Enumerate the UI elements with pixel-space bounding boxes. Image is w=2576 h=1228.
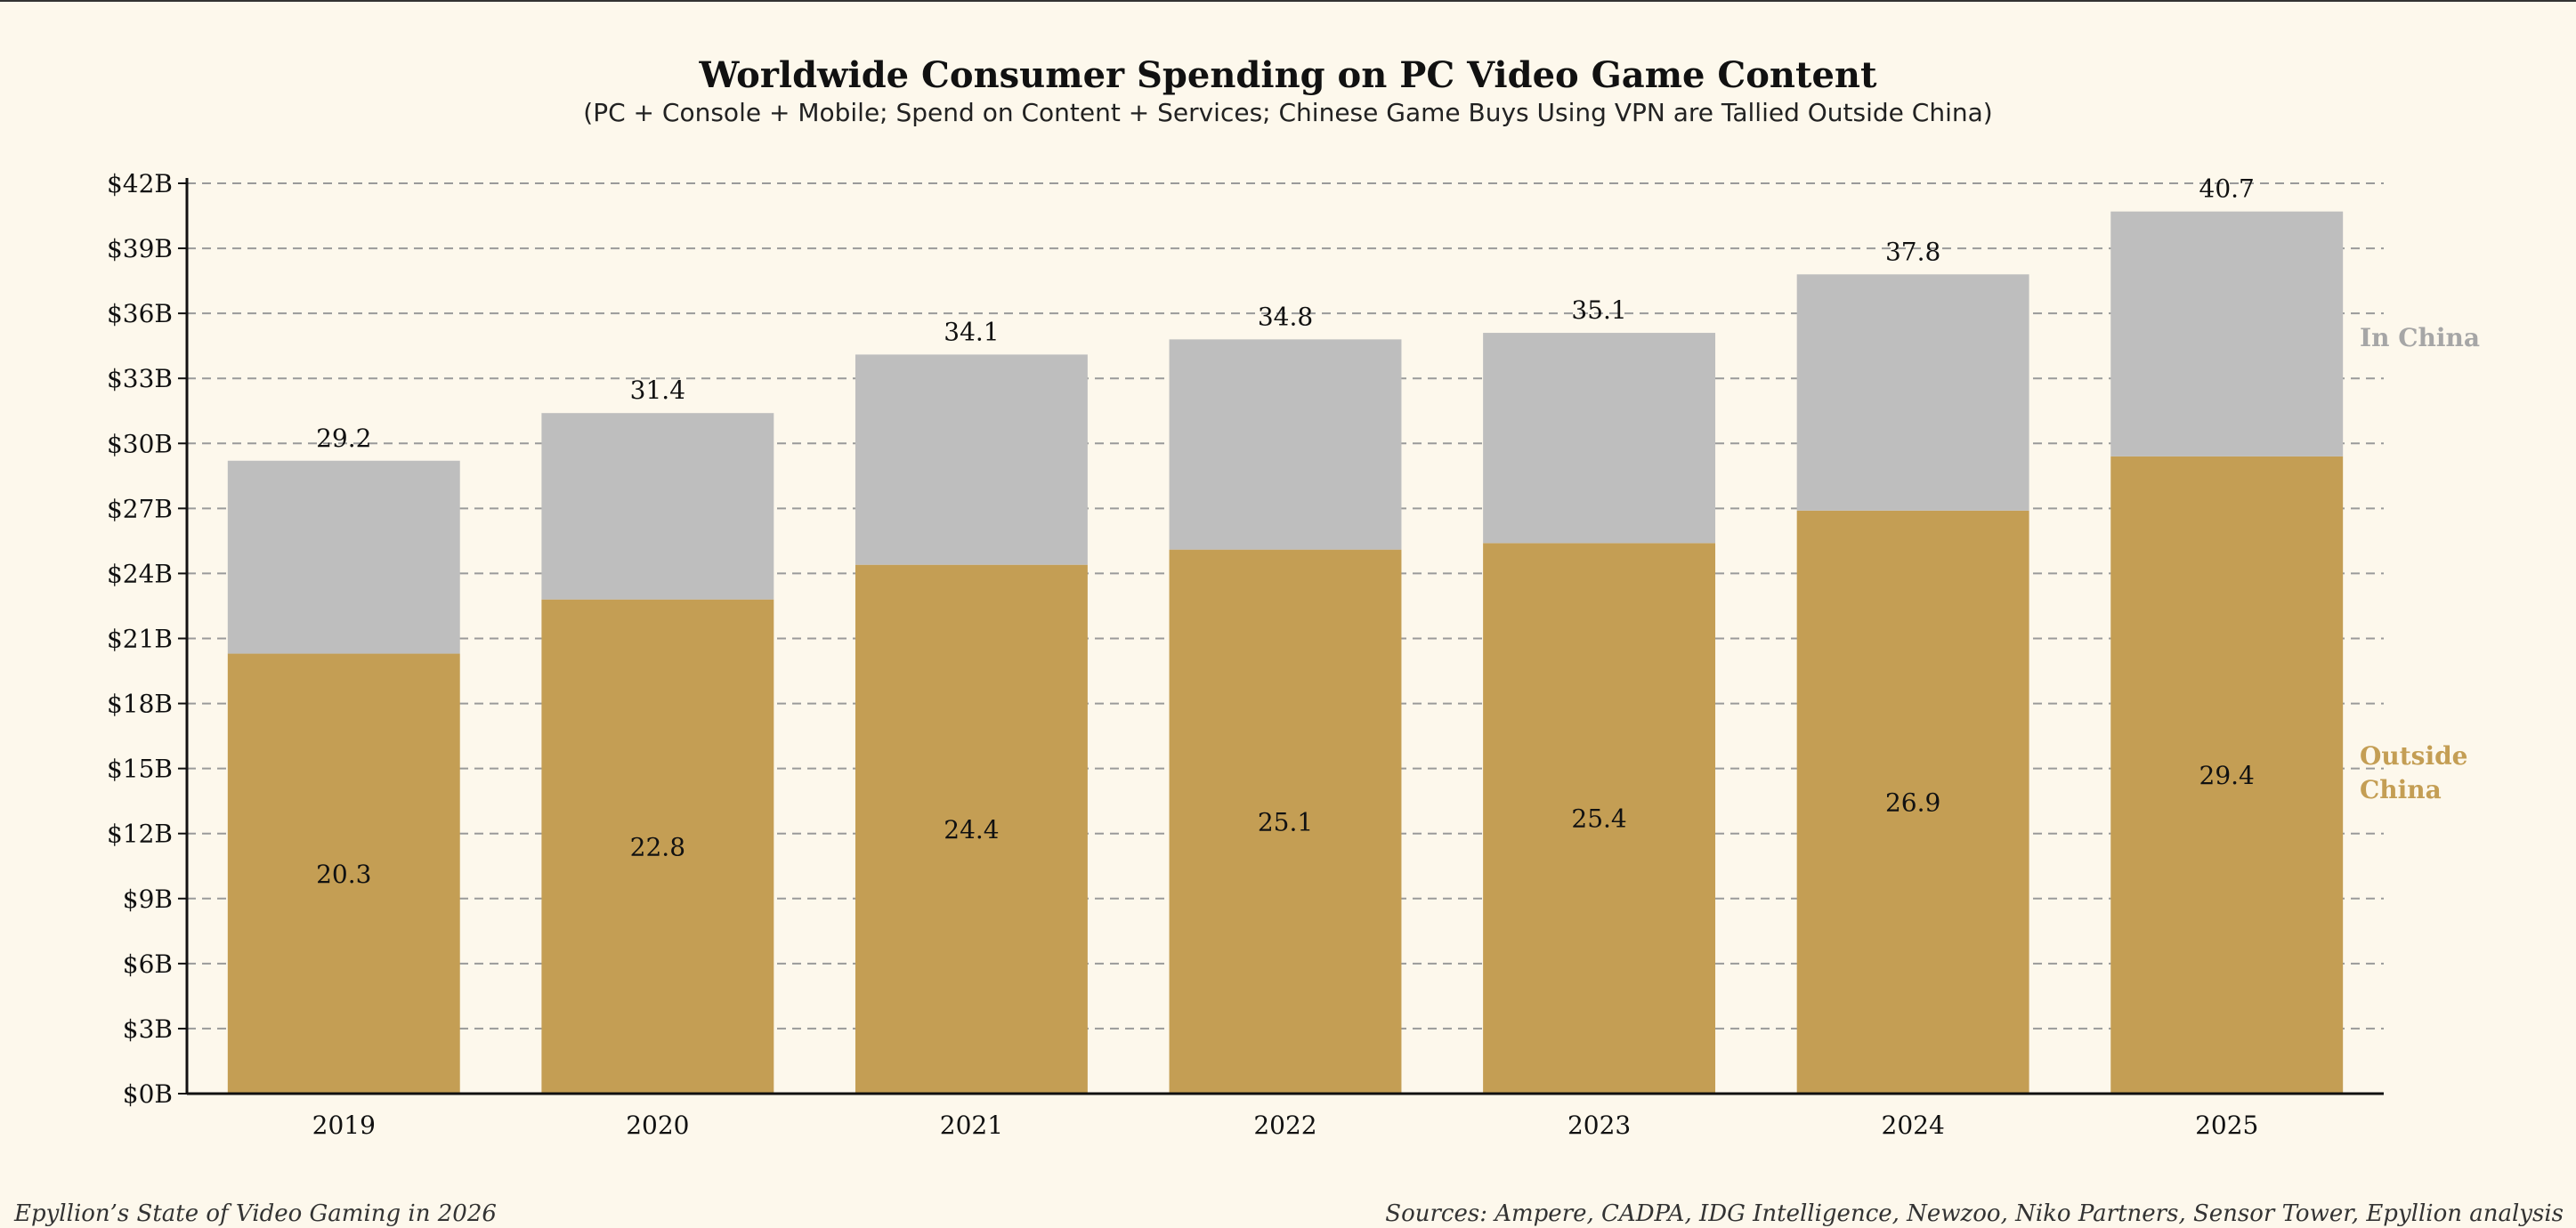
bar-outside-china — [1169, 549, 1402, 1094]
x-tick-label: 2025 — [2195, 1111, 2258, 1140]
bar-in-china — [2110, 211, 2344, 456]
y-tick-label: $24B — [107, 559, 173, 588]
total-value-label: 35.1 — [1571, 295, 1626, 325]
y-tick-label: $15B — [107, 755, 173, 784]
outside-china-value-label: 20.3 — [316, 860, 371, 889]
y-tick-label: $33B — [107, 364, 173, 393]
bar-outside-china — [227, 653, 460, 1094]
y-tick-label: $12B — [107, 820, 173, 849]
outside-china-value-label: 25.1 — [1258, 807, 1313, 836]
outside-china-value-label: 26.9 — [1885, 788, 1940, 817]
chart-title: Worldwide Consumer Spending on PC Video … — [699, 54, 1878, 96]
x-tick-label: 2022 — [1253, 1111, 1316, 1140]
total-value-label: 29.2 — [316, 424, 371, 453]
total-value-label: 34.8 — [1258, 302, 1313, 331]
bar-in-china — [227, 460, 460, 654]
bar-outside-china — [1483, 543, 1716, 1094]
bar-outside-china — [1796, 510, 2029, 1094]
y-tick-label: $9B — [123, 885, 173, 914]
bar-outside-china — [2110, 456, 2344, 1094]
outside-china-value-label: 22.8 — [630, 832, 685, 861]
x-tick-label: 2023 — [1567, 1111, 1631, 1140]
y-tick-label: $36B — [107, 299, 173, 328]
y-tick-label: $30B — [107, 429, 173, 458]
bar-outside-china — [541, 599, 774, 1094]
total-value-label: 40.7 — [2199, 174, 2255, 204]
bar-in-china — [1483, 333, 1716, 544]
outside-china-value-label: 29.4 — [2199, 761, 2255, 790]
y-tick-label: $3B — [123, 1014, 173, 1044]
footer-sources: Sources: Ampere, CADPA, IDG Intelligence… — [1385, 1200, 2564, 1227]
x-tick-label: 2024 — [1882, 1111, 1945, 1140]
outside-china-value-label: 24.4 — [944, 815, 999, 844]
total-value-label: 31.4 — [630, 376, 685, 405]
outside-china-value-label: 25.4 — [1571, 804, 1626, 834]
x-tick-label: 2020 — [626, 1111, 689, 1140]
bars — [227, 211, 2344, 1094]
data-labels: 20.3 29.2 22.8 31.4 24.4 34.1 25.1 34.8 25.4 35.1… — [316, 174, 2255, 889]
y-tick-label: $6B — [123, 949, 173, 979]
bar-in-china — [1169, 339, 1402, 550]
y-tick-label: $42B — [107, 169, 173, 198]
total-value-label: 34.1 — [944, 317, 999, 346]
total-value-label: 37.8 — [1885, 237, 1940, 266]
chart-subtitle: (PC + Console + Mobile; Spend on Content… — [583, 98, 1992, 127]
bar-in-china — [1796, 274, 2029, 511]
bar-in-china — [855, 354, 1088, 565]
x-tick-label: 2021 — [940, 1111, 1003, 1140]
legend-in-china: In China — [2360, 323, 2480, 352]
bar-outside-china — [855, 564, 1088, 1094]
y-tick-label: $39B — [107, 234, 173, 263]
y-tick-label: $0B — [123, 1079, 173, 1109]
x-tick-label: 2019 — [312, 1111, 376, 1140]
footer-source-title: Epyllion’s State of Video Gaming in 2026 — [13, 1200, 497, 1227]
bar-in-china — [541, 413, 774, 600]
y-tick-label: $21B — [107, 625, 173, 654]
y-tick-label: $27B — [107, 494, 173, 523]
legend-outside-china-line1: Outside — [2360, 741, 2467, 771]
legend-outside-china-line2: China — [2360, 775, 2442, 804]
y-tick-label: $18B — [107, 690, 173, 719]
axes: $0B $3B $6B $9B $12B $15B $18B $21B $24B $27B $30B… — [107, 169, 2384, 1140]
